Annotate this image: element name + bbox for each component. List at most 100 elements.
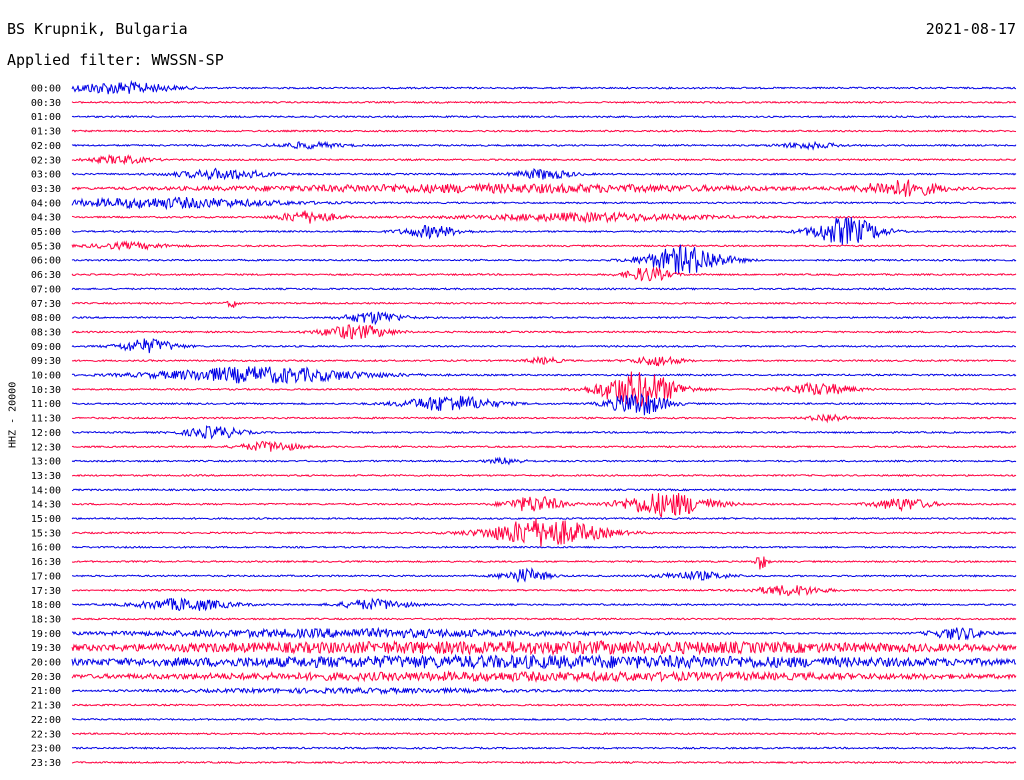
- time-tick-labels: 00:00 00:30 01:00 01:30 02:00 02:30 03:00 03:30…: [31, 84, 61, 769]
- trace-line: [71, 440, 1017, 452]
- trace-line: [71, 79, 1017, 95]
- tick-label: 11:00: [31, 399, 61, 410]
- tick-label: 23:30: [31, 758, 61, 769]
- trace-line: [71, 545, 1017, 549]
- trace-line: [71, 686, 1017, 696]
- trace-line: [71, 413, 1017, 424]
- trace-line: [71, 488, 1017, 492]
- trace-line: [71, 153, 1017, 166]
- trace-line: [71, 311, 1017, 326]
- tick-label: 10:00: [31, 371, 61, 382]
- trace-line: [71, 300, 1017, 308]
- tick-label: 03:00: [31, 170, 61, 181]
- trace-line: [72, 392, 1017, 416]
- tick-label: 12:00: [31, 428, 61, 439]
- tick-label: 06:30: [31, 270, 61, 281]
- tick-label: 20:00: [31, 658, 61, 669]
- tick-label: 22:30: [31, 729, 61, 740]
- trace-line: [71, 518, 1017, 547]
- trace-line: [71, 240, 1017, 251]
- trace-line: [71, 129, 1017, 133]
- trace-line: [72, 703, 1017, 707]
- tick-label: 14:00: [31, 485, 61, 496]
- trace-line: [71, 456, 1017, 466]
- trace-line: [71, 425, 1017, 440]
- trace-line: [71, 556, 1017, 570]
- tick-label: 04:00: [31, 198, 61, 209]
- trace-line: [71, 597, 1017, 612]
- tick-label: 00:00: [31, 84, 61, 95]
- trace-line: [71, 167, 1017, 181]
- trace-line: [71, 366, 1017, 385]
- tick-label: 11:30: [31, 414, 61, 425]
- trace-line: [71, 338, 1017, 354]
- tick-label: 05:30: [31, 241, 61, 252]
- trace-line: [71, 516, 1017, 521]
- tick-label: 07:30: [31, 299, 61, 310]
- trace-line: [71, 179, 1017, 197]
- trace-line: [71, 243, 1017, 275]
- trace-line: [71, 639, 1017, 657]
- trace-line: [71, 746, 1017, 750]
- tick-label: 17:00: [31, 571, 61, 582]
- tick-label: 09:00: [31, 342, 61, 353]
- filter-label: Applied filter: WWSSN-SP: [7, 51, 224, 69]
- trace-line: [71, 626, 1017, 641]
- tick-label: 08:30: [31, 327, 61, 338]
- trace-line: [71, 492, 1017, 518]
- tick-label: 05:00: [31, 227, 61, 238]
- trace-line: [72, 473, 1017, 478]
- trace-line: [71, 567, 1017, 584]
- tick-label: 13:00: [31, 457, 61, 468]
- tick-label: 17:30: [31, 586, 61, 597]
- tick-label: 02:30: [31, 155, 61, 166]
- tick-label: 01:30: [31, 127, 61, 138]
- trace-line: [71, 210, 1017, 224]
- station-title: BS Krupnik, Bulgaria: [7, 20, 188, 38]
- tick-label: 03:30: [31, 184, 61, 195]
- trace-line: [71, 324, 1017, 340]
- tick-label: 10:30: [31, 385, 61, 396]
- tick-label: 06:00: [31, 256, 61, 267]
- trace-line: [71, 287, 1017, 291]
- tick-label: 09:30: [31, 356, 61, 367]
- tick-label: 22:00: [31, 715, 61, 726]
- tick-label: 02:00: [31, 141, 61, 152]
- tick-label: 12:30: [31, 442, 61, 453]
- tick-label: 16:30: [31, 557, 61, 568]
- seismic-traces: [71, 79, 1017, 765]
- trace-line: [71, 266, 1017, 282]
- trace-line: [71, 617, 1017, 621]
- trace-line: [71, 355, 1017, 367]
- tick-label: 01:00: [31, 112, 61, 123]
- tick-label: 21:30: [31, 701, 61, 712]
- tick-label: 19:00: [31, 629, 61, 640]
- trace-line: [71, 670, 1017, 683]
- tick-label: 14:30: [31, 500, 61, 511]
- tick-label: 00:30: [31, 98, 61, 109]
- tick-label: 07:00: [31, 284, 61, 295]
- trace-line: [71, 371, 1017, 407]
- tick-label: 15:00: [31, 514, 61, 525]
- trace-line: [71, 217, 1017, 246]
- trace-line: [71, 717, 1017, 722]
- tick-label: 21:00: [31, 686, 61, 697]
- tick-label: 16:00: [31, 543, 61, 554]
- trace-line: [71, 140, 1017, 151]
- trace-line: [71, 100, 1017, 105]
- trace-line: [71, 585, 1017, 597]
- tick-label: 20:30: [31, 672, 61, 683]
- trace-line: [71, 760, 1017, 765]
- trace-line: [71, 653, 1017, 670]
- trace-line: [71, 196, 1017, 211]
- tick-label: 04:30: [31, 213, 61, 224]
- tick-label: 13:30: [31, 471, 61, 482]
- tick-label: 08:00: [31, 313, 61, 324]
- tick-label: 18:30: [31, 614, 61, 625]
- tick-label: 15:30: [31, 528, 61, 539]
- tick-label: 18:00: [31, 600, 61, 611]
- trace-line: [71, 115, 1017, 119]
- tick-label: 19:30: [31, 643, 61, 654]
- tick-label: 23:00: [31, 744, 61, 755]
